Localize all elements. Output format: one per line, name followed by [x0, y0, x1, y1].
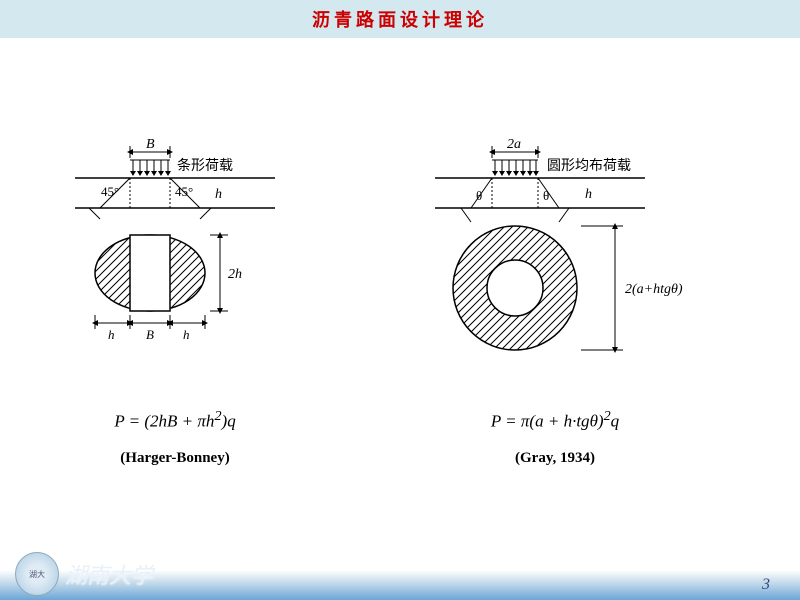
right-formula-block: P = π(a + h·tgθ)2q (Gray, 1934) [430, 408, 680, 467]
page-number: 3 [762, 576, 770, 594]
right-width-label: 2a [507, 138, 521, 152]
logo: 湖大 湖南大学 [15, 552, 153, 596]
right-load-arrows [492, 160, 539, 176]
left-angle-l: 45° [101, 184, 119, 199]
right-angle-l: θ [476, 188, 482, 203]
left-load-label: 条形荷载 [177, 157, 233, 174]
right-formula: P = π(a + h·tgθ)2q [430, 408, 680, 432]
left-formula: P = (2hB + πh2)q [50, 408, 300, 432]
page-title: 沥青路面设计理论 [312, 6, 488, 32]
svg-text:h: h [108, 327, 115, 342]
left-formula-block: P = (2hB + πh2)q (Harger-Bonney) [50, 408, 300, 467]
left-diagram: B 条形荷载 45° 45° h [75, 138, 305, 383]
right-angle-r: θ [543, 188, 549, 203]
left-load-arrows [130, 160, 171, 176]
right-diagram: 2a 圆形均布荷载 θ θ h [435, 138, 735, 383]
footer: 湖大 湖南大学 3 [0, 542, 800, 600]
left-svg: B 条形荷载 45° 45° h [75, 138, 305, 378]
content-area: B 条形荷载 45° 45° h [0, 38, 800, 542]
right-h: h [585, 187, 592, 202]
left-citation: (Harger-Bonney) [50, 450, 300, 467]
right-citation: (Gray, 1934) [430, 450, 680, 467]
right-dim: 2(a+htgθ) [625, 282, 683, 297]
left-width-label: B [146, 138, 155, 152]
left-2h: 2h [228, 267, 242, 282]
svg-text:B: B [146, 327, 154, 342]
left-h: h [215, 187, 222, 202]
right-svg: 2a 圆形均布荷载 θ θ h [435, 138, 735, 378]
left-angle-r: 45° [175, 184, 193, 199]
logo-seal-icon: 湖大 [15, 552, 59, 596]
logo-text: 湖南大学 [65, 558, 153, 590]
right-load-label: 圆形均布荷载 [547, 158, 631, 174]
title-bar: 沥青路面设计理论 [0, 0, 800, 38]
svg-text:h: h [183, 327, 190, 342]
